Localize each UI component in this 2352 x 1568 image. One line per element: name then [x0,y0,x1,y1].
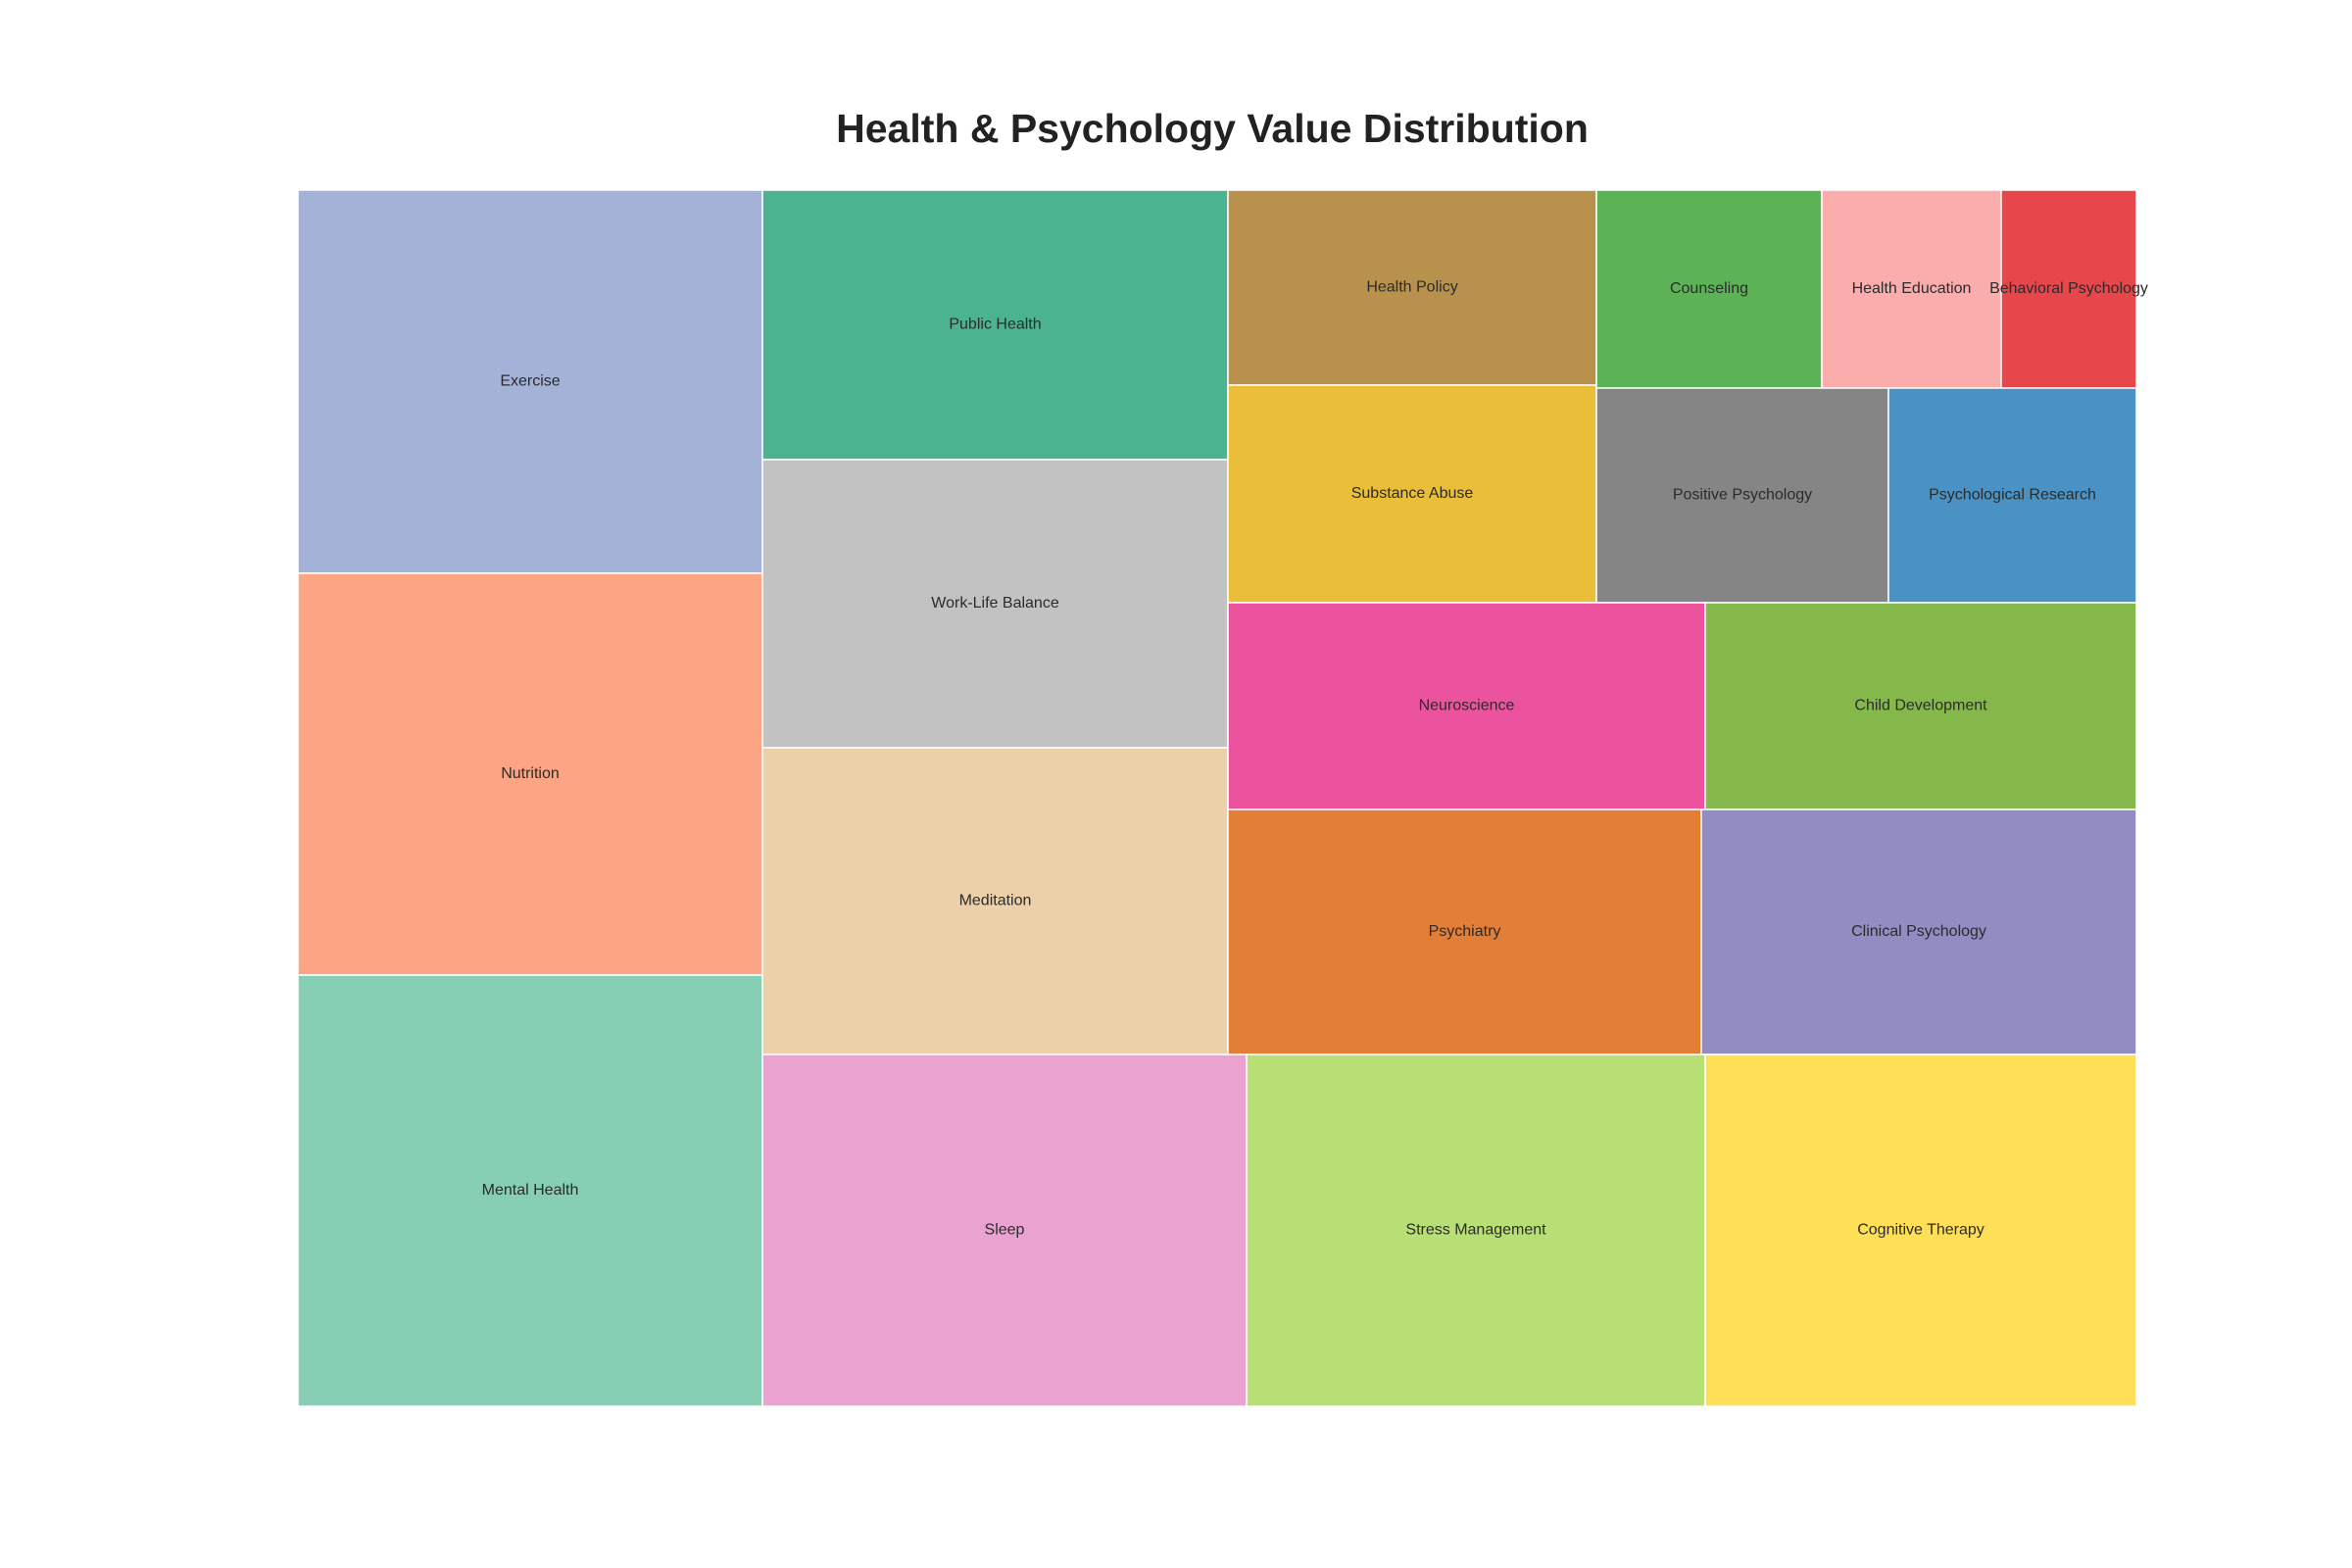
tile-label: Psychiatry [1429,923,1501,940]
tile-label: Child Development [1854,698,1987,714]
tile-label: Exercise [500,373,560,390]
tile-rect[interactable] [297,572,763,976]
tile-label: Substance Abuse [1351,485,1474,502]
treemap-tile-work-life-balance[interactable]: Work-Life Balance [761,459,1229,749]
tile-rect[interactable] [1227,602,1706,810]
treemap-tile-child-development[interactable]: Child Development [1704,602,2137,810]
tile-label: Clinical Psychology [1851,923,1986,940]
treemap-tile-positive-psychology[interactable]: Positive Psychology [1595,387,1889,604]
tile-rect[interactable] [1821,189,2002,389]
treemap-tile-mental-health[interactable]: Mental Health [297,974,763,1407]
tile-rect[interactable] [761,747,1229,1055]
tile-rect[interactable] [1595,189,1823,389]
treemap-tile-health-education[interactable]: Health Education [1821,189,2002,389]
treemap-tile-cognitive-therapy[interactable]: Cognitive Therapy [1704,1054,2137,1407]
treemap-tile-neuroscience[interactable]: Neuroscience [1227,602,1706,810]
tile-label: Mental Health [482,1182,579,1199]
tile-rect[interactable] [1887,387,2137,604]
tile-label: Health Policy [1366,279,1457,296]
treemap-tile-psychiatry[interactable]: Psychiatry [1227,808,1702,1055]
treemap-tile-exercise[interactable]: Exercise [297,189,763,574]
chart-title: Health & Psychology Value Distribution [836,106,1589,151]
tile-rect[interactable] [761,1054,1248,1407]
tile-label: Behavioral Psychology [1989,280,2148,297]
tile-label: Neuroscience [1419,698,1515,714]
tile-rect[interactable] [1227,189,1597,386]
tile-rect[interactable] [297,189,763,574]
tile-rect[interactable] [1227,808,1702,1055]
tile-label: Sleep [985,1222,1025,1239]
tile-label: Positive Psychology [1673,487,1812,504]
tile-rect[interactable] [1704,602,2137,810]
treemap-tile-stress-management[interactable]: Stress Management [1246,1054,1706,1407]
treemap-tile-behavioral-psychology[interactable]: Behavioral Psychology [1989,189,2148,389]
tile-rect[interactable] [1227,384,1597,604]
treemap-tile-psychological-research[interactable]: Psychological Research [1887,387,2137,604]
treemap-tile-meditation[interactable]: Meditation [761,747,1229,1055]
tile-rect[interactable] [1595,387,1889,604]
treemap-tile-substance-abuse[interactable]: Substance Abuse [1227,384,1597,604]
treemap-tile-nutrition[interactable]: Nutrition [297,572,763,976]
tile-label: Psychological Research [1929,487,2096,504]
tile-label: Cognitive Therapy [1857,1222,1984,1239]
tile-rect[interactable] [297,974,763,1407]
tile-label: Public Health [949,317,1041,333]
tile-rect[interactable] [761,189,1229,461]
treemap-tile-public-health[interactable]: Public Health [761,189,1229,461]
treemap-tile-clinical-psychology[interactable]: Clinical Psychology [1700,808,2137,1055]
tile-label: Health Education [1852,280,1972,297]
tile-label: Meditation [959,893,1032,909]
tile-label: Nutrition [501,765,560,782]
treemap-tile-sleep[interactable]: Sleep [761,1054,1248,1407]
treemap-tile-counseling[interactable]: Counseling [1595,189,1823,389]
tile-rect[interactable] [1704,1054,2137,1407]
treemap-tile-health-policy[interactable]: Health Policy [1227,189,1597,386]
tile-label: Counseling [1670,280,1748,297]
tile-label: Work-Life Balance [931,595,1059,612]
tile-rect[interactable] [1246,1054,1706,1407]
tile-rect[interactable] [1700,808,2137,1055]
tile-label: Stress Management [1405,1222,1546,1239]
